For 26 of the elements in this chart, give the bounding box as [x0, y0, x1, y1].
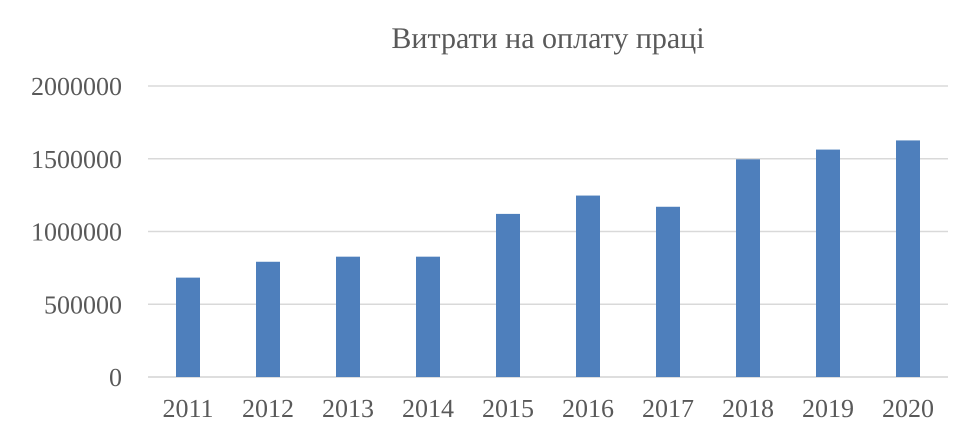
- x-tick-label: 2013: [322, 394, 374, 423]
- y-tick-label: 2000000: [31, 72, 122, 102]
- bar: [576, 196, 600, 377]
- bar: [416, 256, 440, 377]
- x-tick-label: 2017: [642, 394, 694, 423]
- bar: [896, 140, 920, 377]
- bar: [736, 159, 760, 377]
- bar: [816, 150, 840, 377]
- y-tick-label: 1000000: [31, 218, 122, 247]
- x-tick-label: 2020: [882, 394, 934, 423]
- x-tick-label: 2019: [802, 394, 854, 423]
- chart-title: Витрати на оплату праці: [391, 22, 705, 55]
- x-tick-label: 2014: [402, 394, 454, 423]
- y-tick-label: 500000: [44, 290, 122, 320]
- x-tick-label: 2011: [162, 394, 214, 423]
- x-tick-label: 2015: [482, 394, 534, 423]
- y-tick-label: 0: [109, 363, 122, 392]
- bar: [256, 262, 280, 377]
- y-tick-label: 1500000: [31, 144, 122, 174]
- bar: [176, 278, 200, 377]
- x-tick-label: 2016: [562, 394, 614, 423]
- bar: [496, 214, 520, 377]
- x-tick-label: 2012: [242, 394, 294, 423]
- bar: [336, 256, 360, 377]
- bar: [656, 206, 680, 377]
- x-tick-label: 2018: [722, 394, 774, 423]
